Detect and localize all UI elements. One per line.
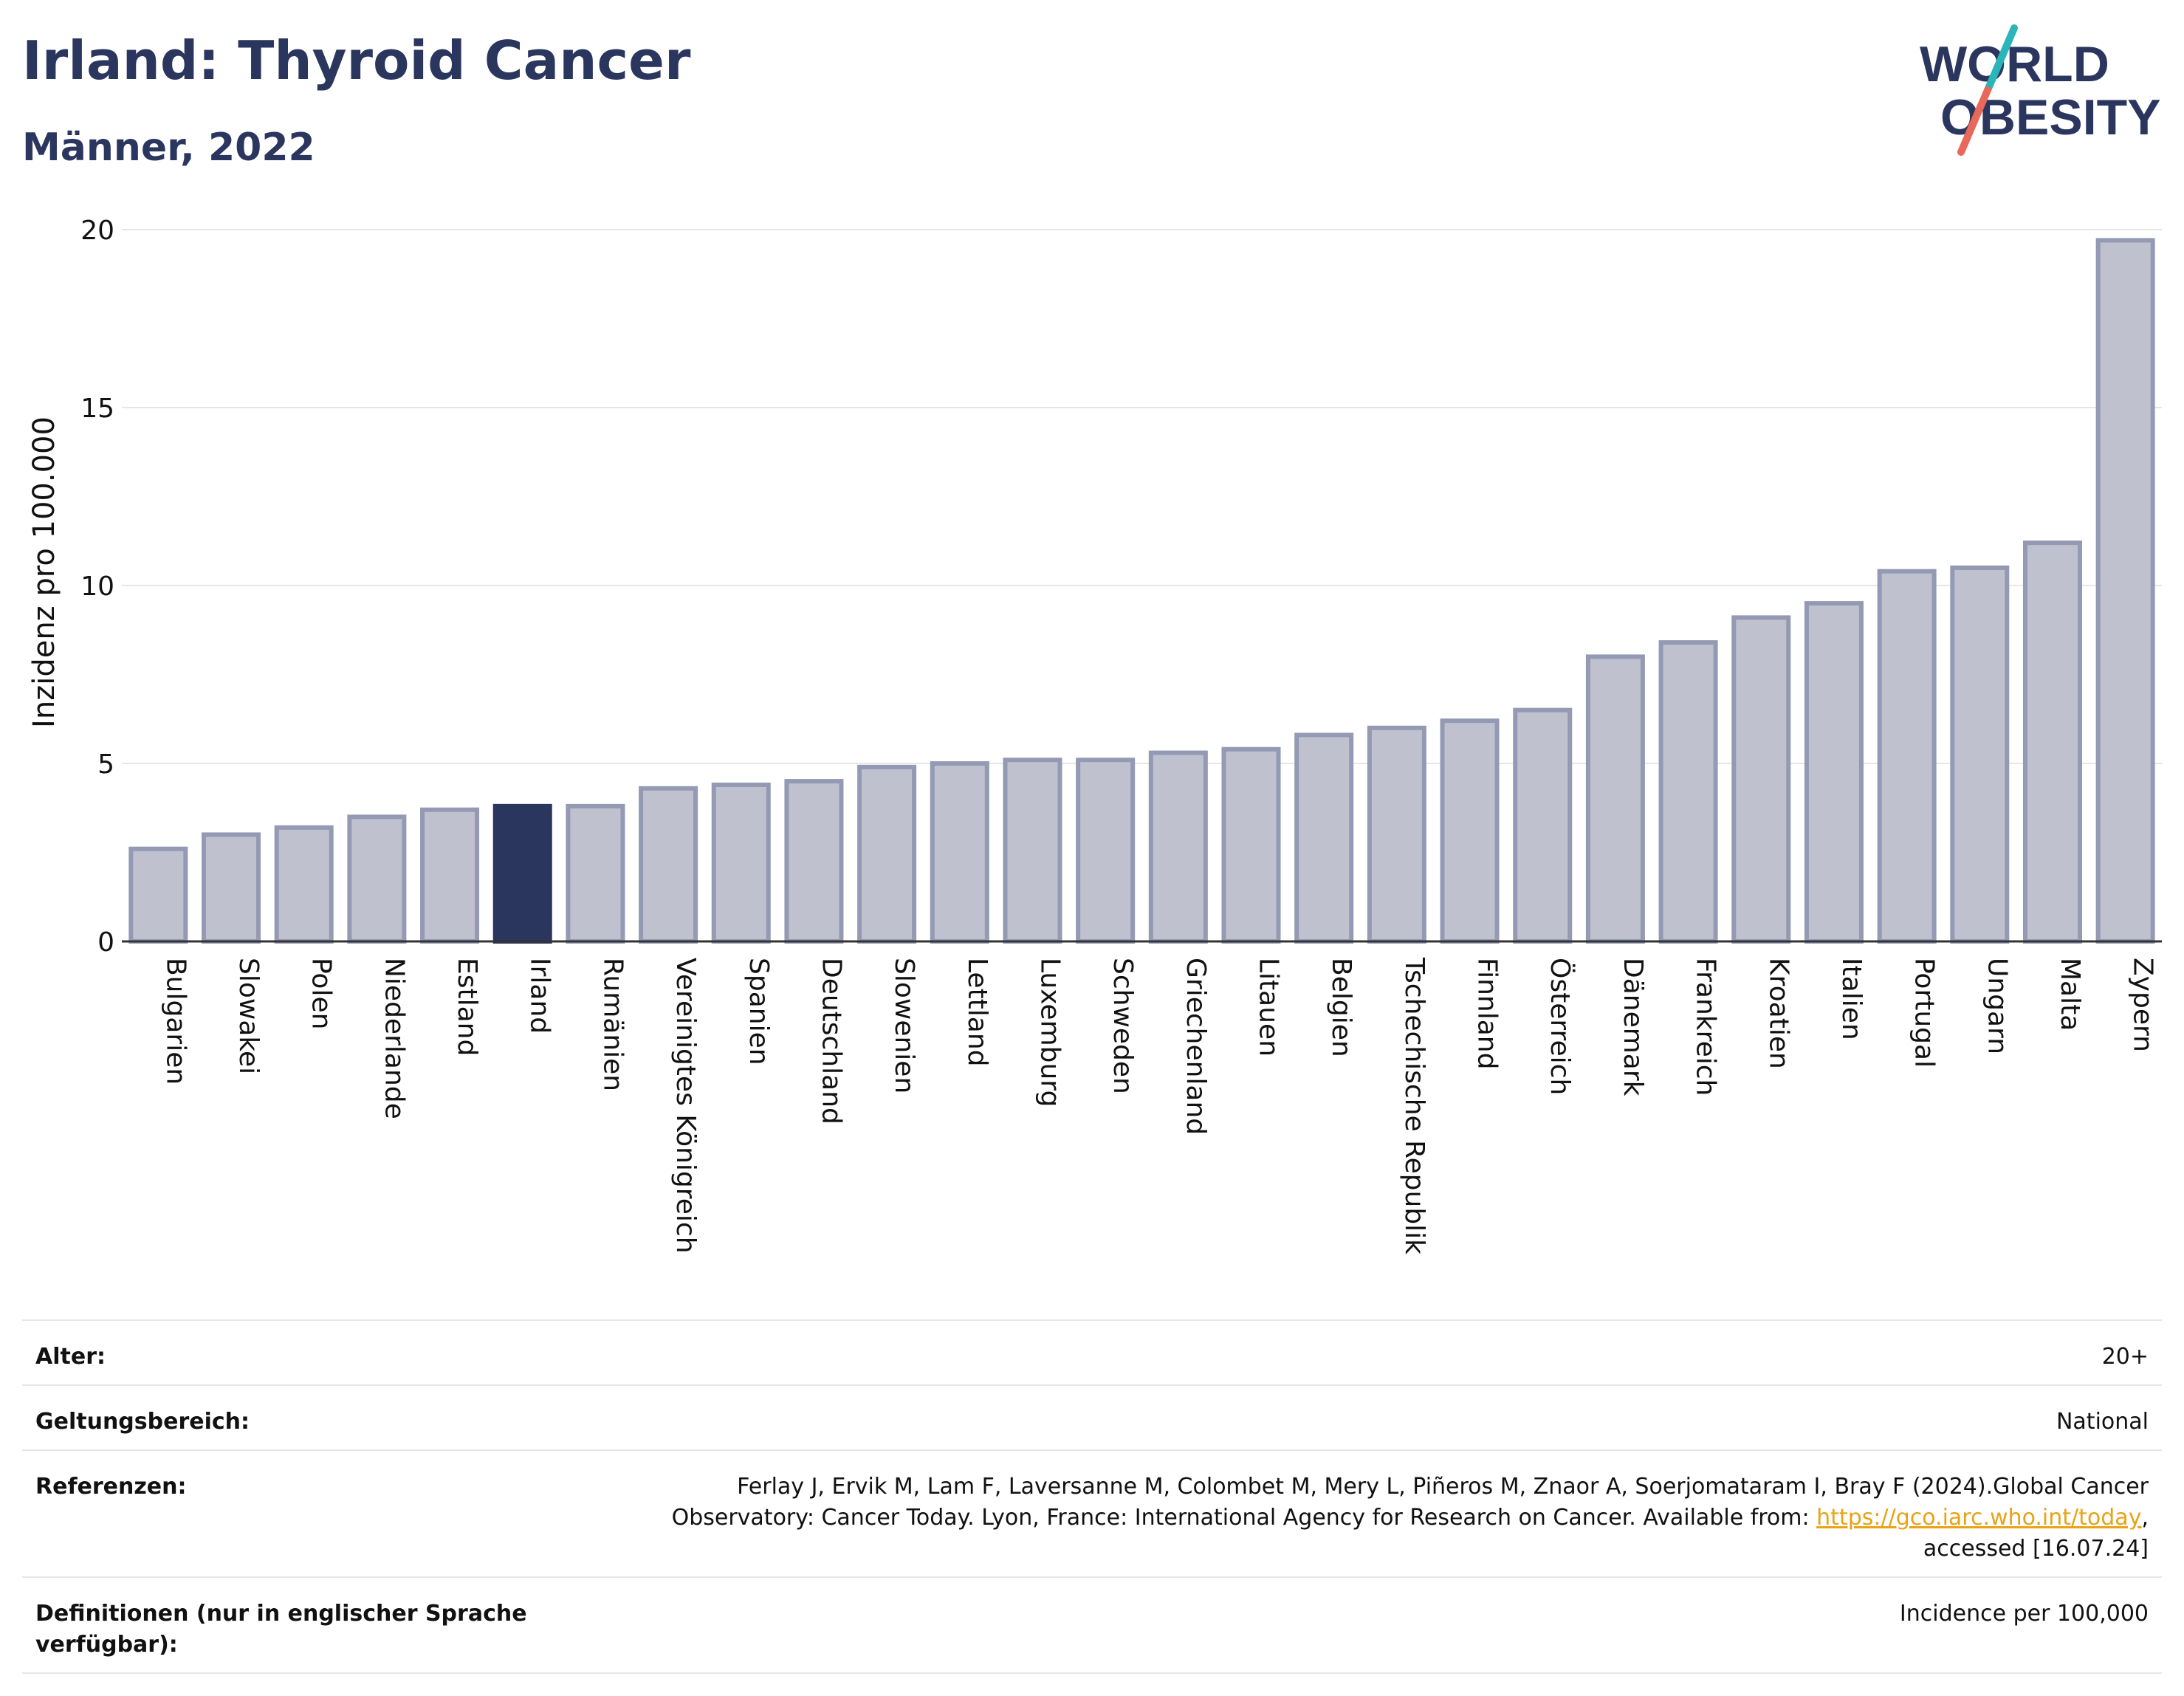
bar-portugal (1877, 569, 1937, 944)
x-tick-label: Frankreich (1691, 958, 1721, 1096)
x-tick-label: Deutschland (816, 958, 846, 1125)
meta-row-age: Alter: 20+ (22, 1319, 2162, 1384)
meta-value-age: 20+ (2101, 1344, 2149, 1370)
meta-value-references: Ferlay J, Ervik M, Lam F, Laversanne M, … (552, 1472, 2149, 1565)
bar-schweden (1076, 758, 1136, 944)
x-tick-label: Finnland (1472, 958, 1503, 1069)
bar-dänemark (1585, 654, 1645, 944)
x-tick-label: Spanien (744, 958, 774, 1065)
bar-deutschland (784, 779, 844, 944)
bar-irland (492, 803, 552, 944)
reference-text-2: Observatory: Cancer Today. Lyon, France:… (671, 1505, 1817, 1531)
x-tick-label: Niederlande (379, 958, 409, 1119)
x-tick-label: Slowenien (889, 958, 919, 1094)
logo-slash-coral (1957, 86, 1991, 156)
y-tick-label: 0 (97, 927, 114, 958)
bar-finnland (1440, 718, 1500, 944)
bar-spanien (711, 782, 771, 944)
y-tick-label: 20 (80, 216, 114, 246)
x-tick-label: Luxemburg (1034, 958, 1065, 1107)
reference-text-4: accessed [16.07.24] (1923, 1536, 2149, 1562)
meta-value-scope: National (2056, 1409, 2149, 1435)
x-tick-label: Kroatien (1763, 958, 1793, 1069)
y-tick-label: 10 (80, 571, 114, 602)
reference-link[interactable]: https://gco.iarc.who.int/today (1816, 1505, 2142, 1531)
bar-kroatien (1731, 615, 1791, 944)
meta-label-definitions: Definitionen (nur in englischer Sprache … (35, 1601, 527, 1658)
meta-row-scope: Geltungsbereich: National (22, 1384, 2162, 1449)
bar-rumänien (566, 803, 625, 944)
bar-bulgarien (128, 846, 188, 944)
bar-vereinigtes-königreich (639, 786, 698, 944)
x-tick-label: Malta (2055, 958, 2085, 1031)
bar-luxemburg (1003, 758, 1062, 944)
y-tick-label: 5 (97, 749, 114, 780)
bar-griechenland (1148, 750, 1208, 944)
bar-estland (420, 807, 480, 944)
x-tick-label: Rumänien (597, 958, 628, 1091)
bar-belgien (1294, 732, 1354, 944)
chart-title: Irland: Thyroid Cancer (22, 30, 691, 92)
bar-frankreich (1658, 640, 1718, 944)
x-tick-label: Portugal (1909, 958, 1940, 1068)
meta-label-age: Alter: (35, 1344, 106, 1370)
bar-italien (1804, 601, 1864, 944)
meta-value-definitions: Incidence per 100,000 (1899, 1601, 2149, 1627)
x-tick-label: Litauen (1254, 958, 1284, 1057)
logo-slash-teal (1984, 24, 2018, 94)
meta-row-references: Referenzen: Ferlay J, Ervik M, Lam F, La… (22, 1449, 2162, 1576)
x-tick-label: Estland (452, 958, 482, 1056)
bar-zypern (2095, 238, 2155, 944)
x-tick-label: Bulgarien (160, 958, 190, 1085)
bar-malta (2022, 540, 2082, 944)
bar-litauen (1221, 746, 1281, 944)
bar-chart: 0 5 10 15 20 Bulgarien Slowakei Polen Niederland… (80, 216, 2162, 1254)
reference-text-3: , (2141, 1505, 2149, 1531)
x-tick-label: Irland (525, 958, 555, 1034)
x-tick-label: Griechenland (1181, 958, 1211, 1135)
reference-text-1: Ferlay J, Ervik M, Lam F, Laversanne M, … (737, 1474, 2149, 1500)
chart-subtitle: Männer, 2022 (22, 126, 315, 170)
x-tick-label: Österreich (1545, 958, 1576, 1095)
x-tick-label: Zypern (2128, 958, 2158, 1052)
bar-niederlande (347, 814, 407, 944)
x-tick-label: Ungarn (1982, 958, 2012, 1054)
x-tick-label: Italien (1836, 958, 1867, 1040)
meta-label-references: Referenzen: (35, 1474, 187, 1500)
bar-lettland (930, 761, 989, 944)
bar-slowenien (857, 764, 917, 944)
metadata-table: Alter: 20+ Geltungsbereich: National Ref… (22, 1319, 2162, 1674)
bar-layer (128, 238, 2155, 944)
bar-slowakei (202, 832, 261, 944)
x-tick-label: Belgien (1326, 958, 1356, 1057)
world-obesity-logo: WORLD OBESITY (1920, 24, 2161, 156)
bar-ungarn (1950, 565, 2010, 944)
meta-label-scope: Geltungsbereich: (35, 1409, 250, 1435)
x-tick-label: Lettland (962, 958, 992, 1067)
bar-tschechische-republik (1367, 725, 1426, 944)
y-tick-label: 15 (80, 394, 114, 424)
x-tick-label: Vereinigtes Königreich (670, 958, 701, 1254)
x-tick-label: Polen (306, 958, 337, 1029)
x-tick-label: Schweden (1108, 958, 1138, 1094)
bar-polen (274, 825, 334, 944)
meta-row-definitions: Definitionen (nur in englischer Sprache … (22, 1576, 2162, 1674)
bar-österreich (1513, 707, 1573, 944)
x-tick-label: Tschechische Republik (1399, 957, 1429, 1254)
x-tick-label: Slowakei (233, 958, 264, 1074)
axis-layer: 0 5 10 15 20 Bulgarien Slowakei Polen Niederland… (80, 216, 2162, 1254)
logo-text-world: WORLD (1920, 36, 2109, 92)
x-tick-label: Dänemark (1618, 958, 1648, 1096)
